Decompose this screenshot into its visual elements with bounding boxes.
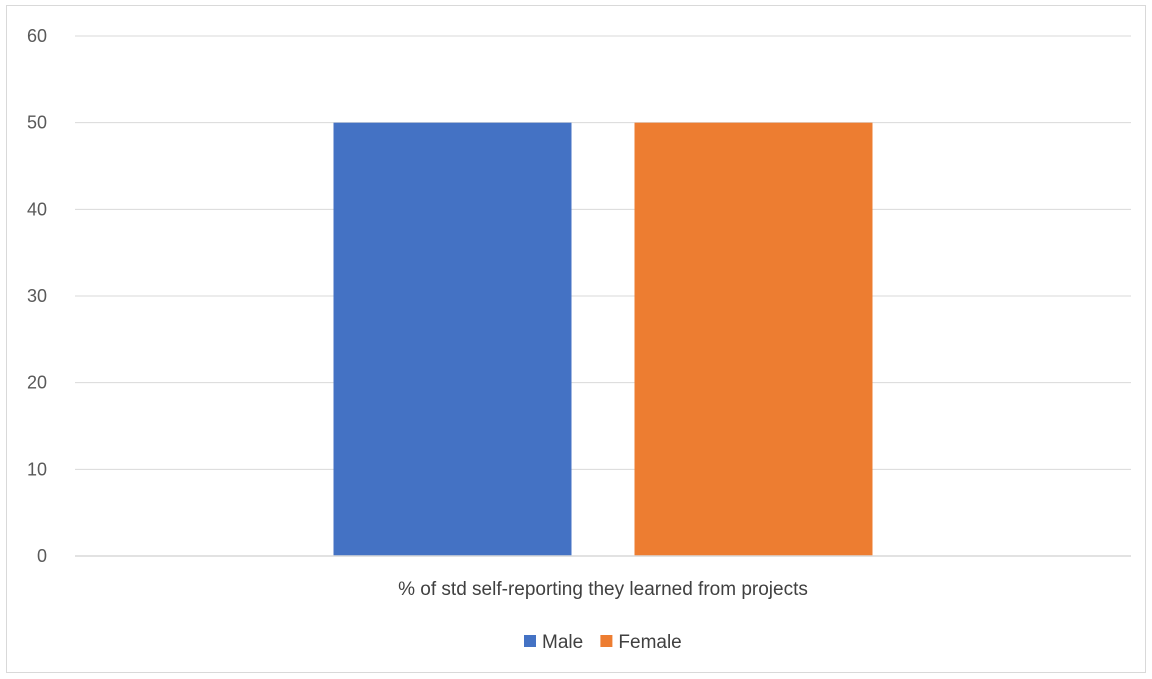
legend: Male Female (524, 632, 682, 653)
y-tick-label: 20 (27, 373, 47, 393)
legend-swatch-female (600, 635, 613, 647)
legend-label-female: Female (618, 632, 681, 653)
y-tick-label: 40 (27, 199, 47, 219)
chart-frame (6, 5, 1146, 673)
y-tick-label: 30 (27, 286, 47, 306)
legend-label-male: Male (542, 632, 583, 653)
y-tick-label: 60 (27, 26, 47, 46)
x-axis-categories: % of std self-reporting they learned fro… (398, 579, 808, 600)
gridlines (75, 35, 1131, 470)
x-category-label: % of std self-reporting they learned fro… (398, 579, 808, 600)
y-axis-ticks: 0 10 20 30 40 50 60 (27, 26, 47, 566)
bar-male (333, 122, 572, 557)
y-tick-label: 50 (27, 113, 47, 133)
y-tick-label: 0 (37, 546, 47, 566)
bar-female (634, 122, 873, 557)
bars (333, 122, 873, 557)
legend-swatch-male (524, 635, 536, 647)
y-tick-label: 10 (27, 459, 47, 479)
